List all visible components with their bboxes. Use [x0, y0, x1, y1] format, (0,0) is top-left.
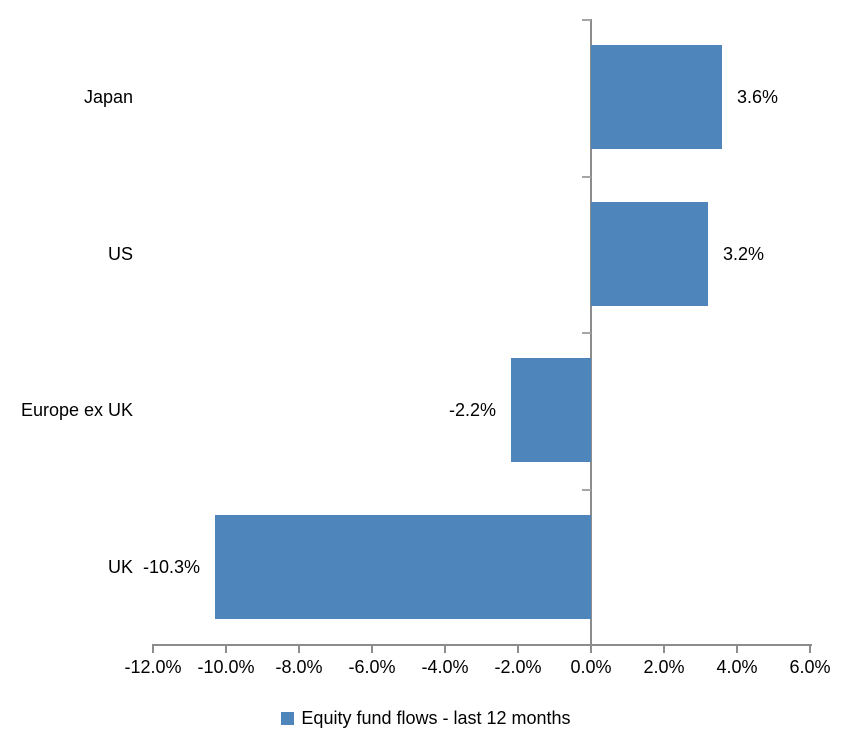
x-axis-tick-label: -8.0% [275, 657, 323, 677]
category-tick [582, 176, 591, 178]
category-label: Japan [83, 87, 133, 107]
x-axis-tick [152, 645, 154, 653]
value-label: 3.2% [723, 244, 765, 264]
x-axis-tick-label: 0.0% [570, 657, 612, 677]
value-label: -10.3% [142, 557, 200, 577]
x-axis-tick-label: 4.0% [716, 657, 758, 677]
legend-label: Equity fund flows - last 12 months [301, 708, 571, 728]
x-axis-tick-label: -10.0% [197, 657, 255, 677]
category-label: UK [107, 557, 133, 577]
x-axis-tick-label: 6.0% [789, 657, 831, 677]
x-axis-tick [736, 645, 738, 653]
x-axis-tick-label: -6.0% [348, 657, 396, 677]
x-axis-tick [298, 645, 300, 653]
x-axis-tick [663, 645, 665, 653]
bar [215, 515, 591, 619]
legend: Equity fund flows - last 12 months [0, 707, 852, 729]
bar [591, 202, 708, 306]
x-axis-tick [517, 645, 519, 653]
x-axis-tick-label: -12.0% [124, 657, 182, 677]
value-axis-line [152, 644, 812, 646]
category-tick [582, 19, 591, 21]
category-tick [582, 332, 591, 334]
x-axis-tick [809, 645, 811, 653]
x-axis-tick-label: 2.0% [643, 657, 685, 677]
category-axis-line [590, 19, 592, 653]
x-axis-tick [444, 645, 446, 653]
category-tick [582, 489, 591, 491]
value-label: 3.6% [737, 87, 779, 107]
x-axis-tick [371, 645, 373, 653]
x-axis-tick-label: -2.0% [494, 657, 542, 677]
x-axis-tick [590, 645, 592, 653]
bar [511, 358, 591, 462]
value-label: -2.2% [448, 400, 496, 420]
legend-marker-icon [281, 711, 295, 725]
category-label: US [107, 244, 133, 264]
category-label: Europe ex UK [20, 400, 133, 420]
x-axis-tick [225, 645, 227, 653]
x-axis-tick-label: -4.0% [421, 657, 469, 677]
bar [591, 45, 722, 149]
